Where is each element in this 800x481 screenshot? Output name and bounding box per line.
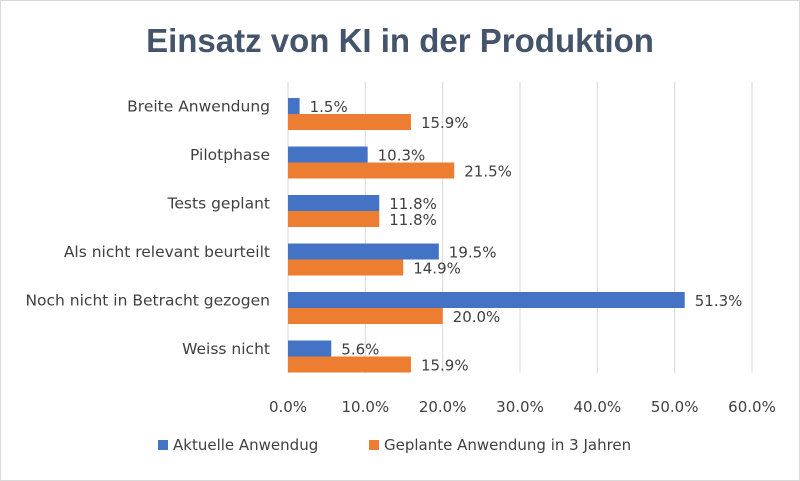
- category-label-als-nicht-relevant-beurteilt: Als nicht relevant beurteilt: [64, 243, 270, 261]
- legend: Aktuelle Anwendug Geplante Anwendung in 3…: [158, 436, 631, 454]
- bar-aktuelle-anwendug-noch-nicht-in-betracht-gezogen: [288, 292, 685, 308]
- x-tick-label: 10.0%: [342, 398, 390, 416]
- bar-aktuelle-anwendug-breite-anwendung: [288, 98, 300, 114]
- category-label-breite-anwendung: Breite Anwendung: [127, 97, 270, 115]
- data-label: 21.5%: [464, 163, 512, 181]
- bar-geplante-anwendung-in-3-jahren-noch-nicht-in-betracht-gezogen: [288, 308, 443, 324]
- category-label-noch-nicht-in-betracht-gezogen: Noch nicht in Betracht gezogen: [25, 291, 270, 309]
- x-tick-label: 0.0%: [269, 398, 307, 416]
- bar-geplante-anwendung-in-3-jahren-pilotphase: [288, 162, 455, 179]
- data-label: 15.9%: [421, 114, 469, 132]
- data-label: 1.5%: [310, 98, 348, 116]
- x-tick-label: 50.0%: [651, 398, 699, 416]
- x-tick-label: 30.0%: [496, 398, 544, 416]
- data-label: 14.9%: [413, 260, 461, 278]
- x-tick-label: 60.0%: [728, 398, 776, 416]
- bar-geplante-anwendung-in-3-jahren-breite-anwendung: [288, 114, 411, 130]
- gridlines: [287, 82, 753, 373]
- bar-geplante-anwendung-in-3-jahren-weiss-nicht: [288, 356, 411, 373]
- bar-geplante-anwendung-in-3-jahren-als-nicht-relevant-beurteilt: [288, 259, 404, 276]
- bars: [288, 98, 685, 373]
- category-label-weiss-nicht: Weiss nicht: [182, 340, 270, 358]
- data-label: 51.3%: [695, 292, 743, 310]
- data-label: 20.0%: [453, 308, 501, 326]
- data-label: 11.8%: [389, 195, 437, 213]
- bar-aktuelle-anwendug-pilotphase: [288, 146, 368, 163]
- bar-aktuelle-anwendug-tests-geplant: [288, 195, 380, 211]
- bar-aktuelle-anwendug-als-nicht-relevant-beurteilt: [288, 243, 439, 260]
- x-tick-label: 40.0%: [574, 398, 622, 416]
- legend-swatch-aktuelle-anwendug: [158, 440, 168, 450]
- bar-aktuelle-anwendug-weiss-nicht: [288, 340, 332, 357]
- bar-geplante-anwendung-in-3-jahren-tests-geplant: [288, 211, 380, 227]
- x-tick-label: 20.0%: [419, 398, 467, 416]
- x-axis-ticks: 0.0% 10.0% 20.0% 30.0% 40.0% 50.0% 60.0%: [269, 398, 776, 416]
- legend-swatch-geplante-anwendung-in-3-jahren: [369, 440, 379, 450]
- data-label: 11.8%: [389, 211, 437, 229]
- legend-label-geplante-anwendung-in-3-jahren: Geplante Anwendung in 3 Jahren: [384, 436, 631, 454]
- data-label: 10.3%: [378, 147, 426, 165]
- chart-title: Einsatz von KI in der Produktion: [146, 22, 654, 59]
- legend-label-aktuelle-anwendug: Aktuelle Anwendug: [173, 436, 318, 454]
- data-label: 5.6%: [341, 341, 379, 359]
- data-label: 15.9%: [421, 357, 469, 375]
- data-label: 19.5%: [449, 244, 497, 262]
- category-label-tests-geplant: Tests geplant: [167, 194, 270, 212]
- category-label-pilotphase: Pilotphase: [190, 146, 270, 164]
- data-labels: 1.5% 15.9% 10.3% 21.5% 11.8%11.8% 19.5%14.9% 5…: [310, 98, 743, 375]
- category-labels: Breite Anwendung Pilotphase Tests geplant A…: [25, 97, 270, 358]
